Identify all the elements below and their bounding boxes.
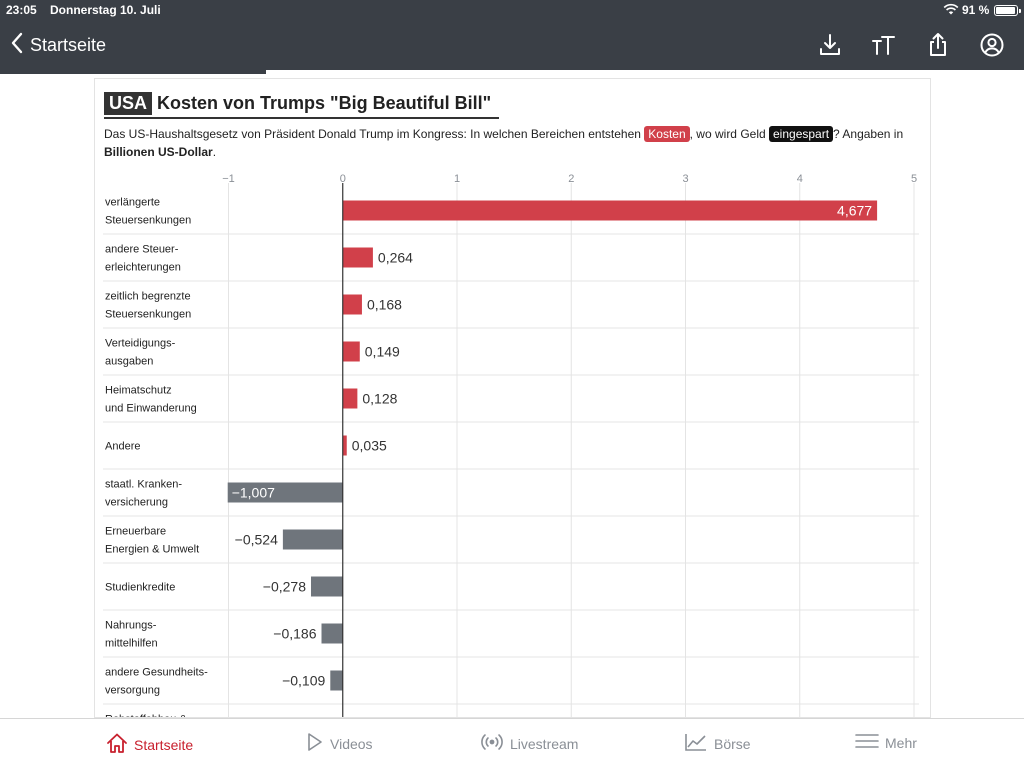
broadcast-icon [480, 732, 504, 755]
bar [310, 576, 343, 597]
bar [227, 482, 343, 503]
download-icon[interactable] [817, 32, 843, 58]
value-label: −0,278 [263, 579, 306, 595]
category-label: andere Gesundheits-versorgung [105, 667, 208, 697]
bar [342, 294, 362, 315]
tab-boerse[interactable]: Börse [684, 732, 751, 755]
tick-label: 3 [682, 173, 688, 185]
tab-label: Startseite [134, 736, 194, 753]
highlight-eingespart: eingespart [769, 126, 834, 142]
tab-label: Videos [330, 735, 373, 752]
chevron-left-icon [10, 32, 24, 59]
category-label: andere Steuer-erleichterungen [105, 244, 181, 274]
headline-tag: USA [104, 92, 153, 115]
intro-text-1: Das US-Haushaltsgesetz von Präsident Don… [104, 127, 645, 141]
bar [282, 529, 343, 550]
status-time: 23:05 [6, 3, 37, 17]
play-icon [306, 732, 324, 755]
bar-chart: −1 0 1 2 3 4 5 verlängerte Steuersenkungen 4,677 a… [103, 173, 919, 719]
value-label: 0,264 [378, 250, 413, 266]
intro-unit: Billionen US-Dollar [104, 145, 213, 159]
value-label: 0,168 [367, 297, 402, 313]
tick-label: 2 [568, 173, 574, 185]
status-date: Donnerstag 10. Juli [50, 3, 161, 17]
tick-label: 4 [797, 173, 803, 185]
intro-end: . [212, 145, 217, 159]
chart-icon [684, 732, 708, 755]
bar [342, 388, 358, 409]
headline-title: Kosten von Trumps "Big Beautiful Bill" [157, 93, 492, 113]
account-icon[interactable] [979, 32, 1005, 58]
back-button[interactable]: Startseite [10, 32, 106, 59]
category-label: Heimatschutz und Einwanderung [105, 385, 197, 415]
battery-icon [994, 5, 1021, 16]
back-label: Startseite [30, 35, 107, 55]
tab-label: Mehr [885, 734, 917, 751]
tab-label: Börse [714, 735, 751, 752]
tick-label: 5 [911, 173, 917, 185]
tick-label: −1 [222, 173, 235, 185]
intro-text-2: , wo wird Geld [689, 127, 769, 141]
chart-card: USA Kosten von Trumps "Big Beautiful Bil… [94, 78, 931, 718]
tab-livestream[interactable]: Livestream [480, 732, 578, 755]
home-icon [106, 732, 128, 757]
nav-bar: Startseite [0, 20, 1024, 70]
category-label: Erneuerbare Energien & Umwelt [105, 526, 199, 556]
category-label: zeitlich begrenzte Steuersenkungen [105, 291, 191, 321]
tab-label: Livestream [510, 735, 579, 752]
bar [321, 623, 343, 644]
bottom-tab-bar: Startseite Videos Livestream Börse Mehr [0, 718, 1024, 768]
status-bar: 23:05 Donnerstag 10. Juli 91 % [0, 0, 1024, 20]
reading-progress-bar [0, 70, 266, 74]
tab-startseite[interactable]: Startseite [106, 732, 193, 757]
text-size-icon[interactable] [870, 32, 896, 58]
value-label: −0,524 [235, 532, 278, 548]
battery-percent: 91 % [962, 3, 990, 17]
category-label: staatl. Kranken-versicherung [105, 479, 182, 509]
category-label: Andere [105, 441, 140, 453]
category-label: Nahrungs-mittelhilfen [105, 620, 158, 650]
share-icon[interactable] [925, 32, 951, 58]
highlight-kosten: Kosten [644, 126, 690, 142]
bar [342, 341, 360, 362]
chart-intro: Das US-Haushaltsgesetz von Präsident Don… [104, 125, 919, 161]
bar [342, 200, 878, 221]
wifi-icon [943, 3, 959, 18]
tick-label: 1 [454, 173, 460, 185]
category-label: Studienkredite [105, 582, 175, 594]
value-label: 4,677 [837, 203, 872, 219]
value-label: −0,109 [282, 673, 325, 689]
bar [330, 670, 343, 691]
category-label: Rohstoffabbau &Subventionskürzungen [105, 714, 217, 719]
tick-label: 0 [340, 173, 346, 185]
tab-videos[interactable]: Videos [306, 732, 373, 755]
tab-mehr[interactable]: Mehr [855, 732, 917, 753]
value-label: 0,035 [352, 438, 387, 454]
value-label: −1,007 [232, 485, 275, 501]
top-bar: 23:05 Donnerstag 10. Juli 91 % Startseit… [0, 0, 1024, 70]
bar [342, 247, 373, 268]
category-label: verlängerte Steuersenkungen [105, 197, 191, 227]
value-label: 0,128 [362, 391, 397, 407]
bar [342, 435, 347, 456]
intro-text-3: ? Angaben in [833, 127, 904, 141]
menu-icon [855, 732, 879, 753]
value-label: 0,149 [365, 344, 400, 360]
category-label: Verteidigungs-ausgaben [105, 338, 176, 368]
value-label: −0,186 [273, 626, 316, 642]
chart-headline: USA Kosten von Trumps "Big Beautiful Bil… [104, 92, 500, 119]
